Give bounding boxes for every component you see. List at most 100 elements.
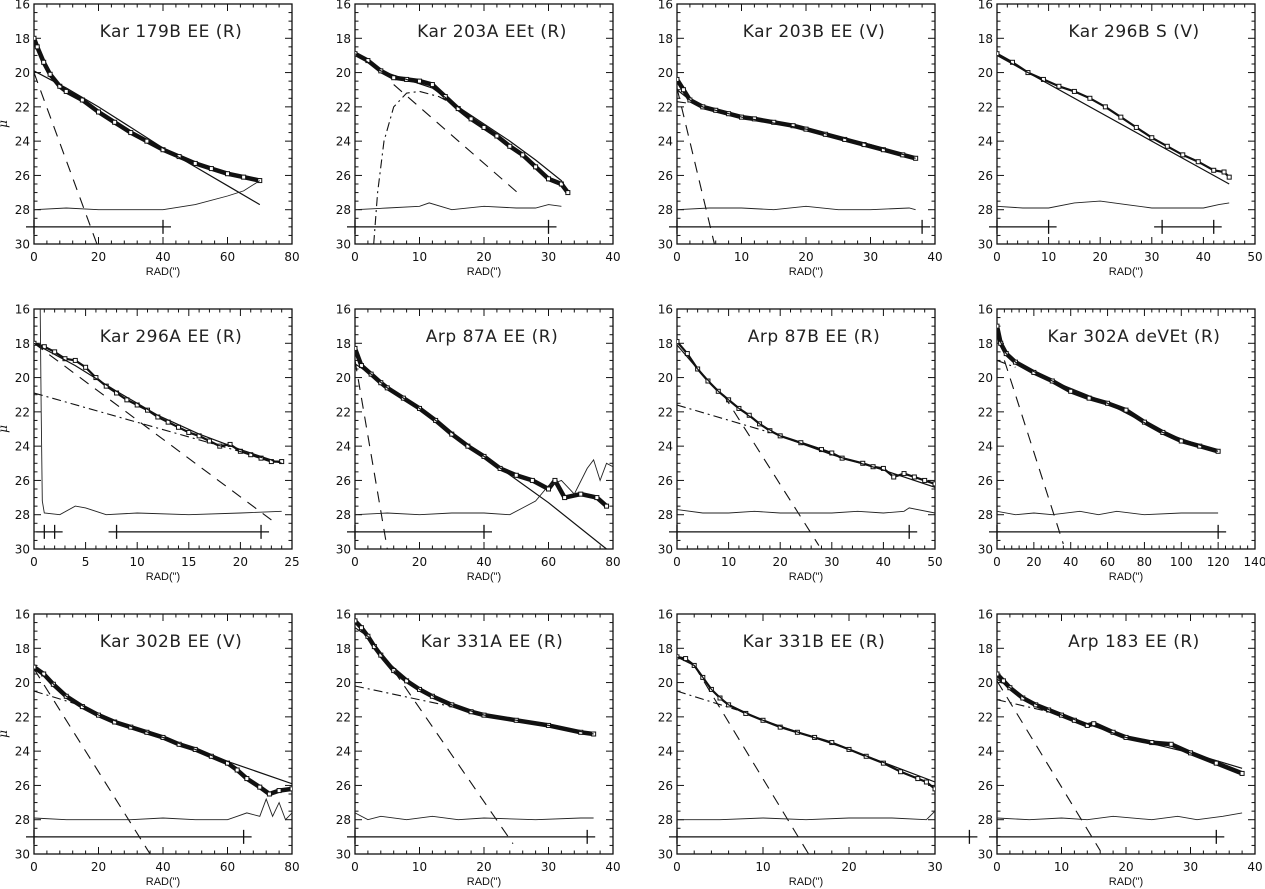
y-tick-label: 28 xyxy=(336,203,351,217)
data-point xyxy=(225,171,230,177)
x-axis-label: RAD(") xyxy=(1109,571,1143,583)
x-tick-label: 20 xyxy=(1093,250,1108,264)
data-point xyxy=(144,138,150,144)
background-error-line xyxy=(677,205,916,211)
data-profile-line xyxy=(34,664,292,797)
x-tick-label: 40 xyxy=(876,555,891,569)
disk-component-line xyxy=(677,101,690,104)
data-point xyxy=(1102,104,1108,110)
y-tick-label: 24 xyxy=(336,440,351,454)
x-tick-label: 0 xyxy=(30,555,38,569)
data-point xyxy=(891,474,897,480)
y-tick-label: 28 xyxy=(15,813,30,827)
x-tick-label: 10 xyxy=(1054,860,1069,874)
data-point xyxy=(257,784,263,790)
x-tick-label: 0 xyxy=(673,250,681,264)
x-tick-label: 30 xyxy=(824,555,839,569)
y-tick-label: 20 xyxy=(978,371,993,385)
y-tick-label: 16 xyxy=(658,0,673,12)
y-tick-label: 18 xyxy=(336,337,351,351)
data-point xyxy=(1056,83,1062,89)
plot-area xyxy=(34,35,263,244)
plot-area xyxy=(355,51,571,244)
panel-8: 16 18 20 22 24 26 28 300 20 40 60 80 100 120 140 RAD(")… xyxy=(978,303,1265,584)
x-axis-label: RAD(") xyxy=(467,876,501,888)
data-profile-line xyxy=(34,36,263,183)
bulge-component-line xyxy=(34,668,151,854)
data-point xyxy=(529,477,535,483)
data-point xyxy=(1118,114,1124,120)
y-tick-label: 16 xyxy=(336,608,351,622)
x-tick-label: 0 xyxy=(351,860,359,874)
x-tick-label: 0 xyxy=(673,860,681,874)
y-tick-label: 20 xyxy=(658,371,673,385)
x-tick-label: 20 xyxy=(1118,860,1133,874)
x-tick-label: 25 xyxy=(284,555,299,569)
background-error-line xyxy=(997,812,1243,821)
y-tick-label: 20 xyxy=(658,676,673,690)
background-error-line xyxy=(39,309,282,516)
data-point xyxy=(494,133,500,139)
x-tick-label: 0 xyxy=(993,555,1001,569)
data-point xyxy=(266,791,272,797)
y-tick-label: 28 xyxy=(978,203,993,217)
data-point xyxy=(391,75,397,81)
data-point xyxy=(1213,760,1219,766)
x-axis-label: RAD(") xyxy=(146,571,180,583)
y-tick-label: 22 xyxy=(15,710,30,724)
total-fit-line xyxy=(355,627,594,735)
data-point xyxy=(358,625,364,631)
panel-1: 16 18 20 22 24 26 28 300 20 40 60 80 RAD(") μ Kar 179B… xyxy=(0,0,300,278)
y-tick-label: 18 xyxy=(658,337,673,351)
panel-title: Kar 203B EE (V) xyxy=(743,22,885,42)
y-tick-label: 26 xyxy=(658,474,673,488)
total-fit-line xyxy=(34,668,292,785)
panel-title: Kar 296B S (V) xyxy=(1068,22,1199,42)
y-tick-label: 16 xyxy=(336,303,351,317)
data-point xyxy=(41,59,47,65)
y-tick-label: 26 xyxy=(658,779,673,793)
total-fit-line xyxy=(355,53,569,192)
y-tick-label: 16 xyxy=(978,303,993,317)
background-error-line xyxy=(997,200,1230,209)
plot-area xyxy=(677,339,935,546)
y-axis-label: μ xyxy=(0,425,10,433)
data-point xyxy=(533,164,539,170)
bulge-component-line xyxy=(1003,360,1064,545)
x-tick-label: 20 xyxy=(798,250,813,264)
y-tick-label: 22 xyxy=(336,405,351,419)
data-point xyxy=(932,786,935,792)
data-point xyxy=(276,788,282,794)
total-fit-line xyxy=(997,334,1219,452)
panel-title: Arp 87A EE (R) xyxy=(426,327,558,347)
bulge-component-line xyxy=(393,84,520,195)
data-point xyxy=(96,109,101,115)
data-point xyxy=(1149,135,1155,141)
panel-title: Arp 87B EE (R) xyxy=(748,327,880,347)
y-tick-label: 26 xyxy=(15,169,30,183)
total-fit-line xyxy=(677,344,935,488)
x-tick-label: 20 xyxy=(841,860,856,874)
data-point xyxy=(1168,741,1174,747)
y-tick-label: 18 xyxy=(15,642,30,656)
y-tick-label: 18 xyxy=(336,32,351,46)
x-tick-label: 15 xyxy=(181,555,196,569)
x-tick-label: 40 xyxy=(155,250,170,264)
y-tick-label: 18 xyxy=(658,32,673,46)
y-tick-label: 26 xyxy=(658,169,673,183)
y-tick-label: 28 xyxy=(978,813,993,827)
x-tick-label: 120 xyxy=(1207,555,1230,569)
data-point xyxy=(1123,407,1129,413)
x-tick-label: 20 xyxy=(91,250,106,264)
y-tick-label: 18 xyxy=(978,32,993,46)
background-error-line xyxy=(997,510,1219,516)
data-point xyxy=(1226,174,1232,180)
data-point xyxy=(112,119,118,125)
y-tick-label: 22 xyxy=(15,100,30,114)
data-point xyxy=(997,323,1000,329)
y-axis-label: μ xyxy=(0,120,10,128)
data-point xyxy=(63,88,69,94)
y-tick-label: 26 xyxy=(336,474,351,488)
